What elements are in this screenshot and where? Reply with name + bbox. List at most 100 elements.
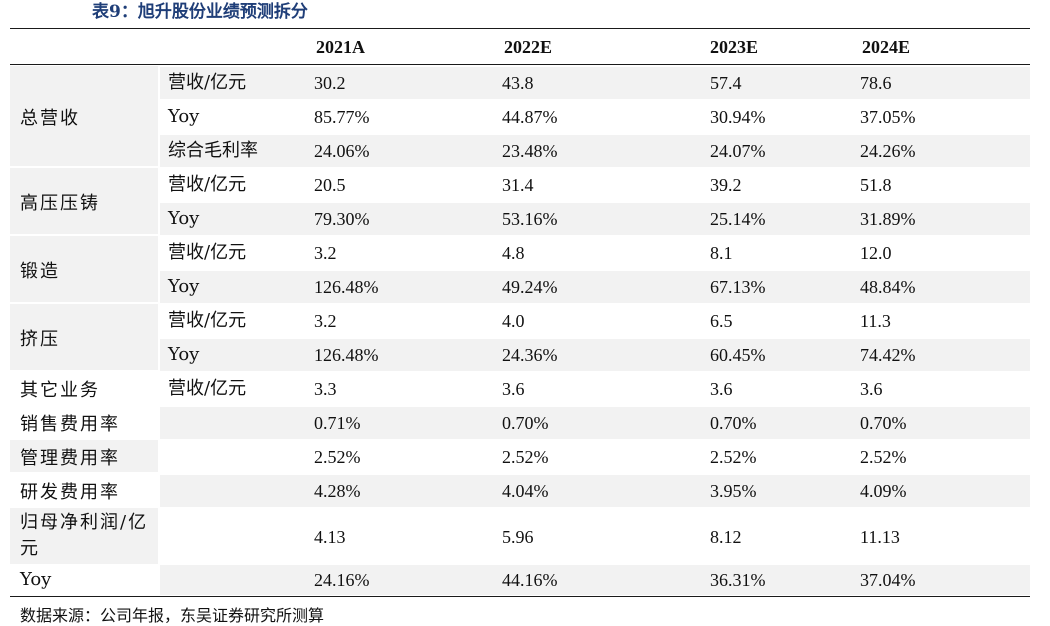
value-2022e: 43.8 <box>502 73 534 93</box>
metric-label: 营收/亿元 <box>168 310 247 331</box>
value-2021a: 2.52% <box>314 447 361 467</box>
value-2021a: 30.2 <box>314 73 346 93</box>
value-2024e: 51.8 <box>860 175 892 195</box>
column-header-2024e: 2024E <box>862 37 911 57</box>
header-rule <box>10 64 1030 65</box>
value-2022e: 4.04% <box>502 481 549 501</box>
value-2023e: 24.07% <box>710 141 766 161</box>
table-row: Yoy 79.30% 53.16% 25.14% 31.89% <box>10 202 1030 236</box>
group-rd-expense-ratio: 研发费用率 <box>10 474 158 506</box>
value-2021a: 24.16% <box>314 570 370 590</box>
value-2022e: 2.52% <box>502 447 549 467</box>
value-2021a: 126.48% <box>314 277 379 297</box>
value-2023e: 25.14% <box>710 209 766 229</box>
column-header-2022e: 2022E <box>504 37 553 57</box>
group-net-profit: 归母净利润/亿元 <box>10 508 158 564</box>
group-label: 销售费用率 <box>20 414 120 435</box>
table-row: 4.28% 4.04% 3.95% 4.09% <box>10 474 1030 508</box>
value-2023e: 67.13% <box>710 277 766 297</box>
table-row: 营收/亿元 3.2 4.8 8.1 12.0 <box>10 236 1030 270</box>
value-2022e: 23.48% <box>502 141 558 161</box>
table-row: 24.16% 44.16% 36.31% 37.04% <box>10 564 1030 596</box>
value-2024e: 2.52% <box>860 447 907 467</box>
value-2021a: 24.06% <box>314 141 370 161</box>
value-2023e: 30.94% <box>710 107 766 127</box>
table-row: Yoy 126.48% 49.24% 67.13% 48.84% <box>10 270 1030 304</box>
column-header-2021a: 2021A <box>316 37 365 57</box>
value-2024e: 24.26% <box>860 141 916 161</box>
table-title: 表9：旭升股份业绩预测拆分 <box>92 2 308 22</box>
group-other-business: 其它业务 <box>10 372 158 404</box>
group-net-profit-yoy: Yoy <box>10 566 158 596</box>
value-2021a: 20.5 <box>314 175 346 195</box>
value-2022e: 5.96 <box>502 527 534 547</box>
group-label: Yoy <box>20 569 52 590</box>
group-label: 其它业务 <box>20 380 100 401</box>
value-2022e: 44.16% <box>502 570 558 590</box>
value-2023e: 36.31% <box>710 570 766 590</box>
column-header-2023e: 2023E <box>710 37 759 57</box>
value-2021a: 3.3 <box>314 379 337 399</box>
value-2023e: 0.70% <box>710 413 757 433</box>
table-row: 营收/亿元 3.3 3.6 3.6 3.6 <box>10 372 1030 406</box>
value-2024e: 31.89% <box>860 209 916 229</box>
value-2021a: 4.28% <box>314 481 361 501</box>
table-row: 4.13 5.96 8.12 11.13 <box>10 508 1030 566</box>
value-2021a: 85.77% <box>314 107 370 127</box>
value-2024e: 48.84% <box>860 277 916 297</box>
value-2022e: 3.6 <box>502 379 525 399</box>
table-row: 营收/亿元 30.2 43.8 57.4 78.6 <box>10 66 1030 100</box>
value-2024e: 37.05% <box>860 107 916 127</box>
value-2022e: 53.16% <box>502 209 558 229</box>
value-2022e: 4.0 <box>502 311 525 331</box>
group-selling-expense-ratio: 销售费用率 <box>10 406 158 438</box>
value-2023e: 39.2 <box>710 175 742 195</box>
metric-label: 营收/亿元 <box>168 174 247 195</box>
table-row: 综合毛利率 24.06% 23.48% 24.07% 24.26% <box>10 134 1030 168</box>
metric-label: Yoy <box>168 106 200 127</box>
metric-label: 综合毛利率 <box>168 140 258 161</box>
table-row: Yoy 85.77% 44.87% 30.94% 37.05% <box>10 100 1030 134</box>
value-2023e: 57.4 <box>710 73 742 93</box>
value-2023e: 60.45% <box>710 345 766 365</box>
metric-label: Yoy <box>168 208 200 229</box>
metric-label: Yoy <box>168 344 200 365</box>
group-total-revenue: 总营收 <box>10 66 158 166</box>
value-2024e: 78.6 <box>860 73 892 93</box>
source-note: 数据来源：公司年报，东吴证券研究所测算 <box>20 606 325 625</box>
table-row: 营收/亿元 3.2 4.0 6.5 11.3 <box>10 304 1030 338</box>
group-label: 研发费用率 <box>20 482 120 503</box>
value-2023e: 2.52% <box>710 447 757 467</box>
value-2022e: 31.4 <box>502 175 534 195</box>
value-2023e: 8.12 <box>710 527 742 547</box>
value-2024e: 3.6 <box>860 379 883 399</box>
metric-label: 营收/亿元 <box>168 242 247 263</box>
table-row: 营收/亿元 20.5 31.4 39.2 51.8 <box>10 168 1030 202</box>
value-2022e: 44.87% <box>502 107 558 127</box>
metric-label: Yoy <box>168 276 200 297</box>
value-2021a: 4.13 <box>314 527 346 547</box>
group-label: 总营收 <box>20 108 80 129</box>
value-2024e: 12.0 <box>860 243 892 263</box>
value-2024e: 11.13 <box>860 527 900 547</box>
value-2023e: 3.6 <box>710 379 733 399</box>
value-2021a: 3.2 <box>314 311 337 331</box>
bottom-rule <box>10 596 1030 597</box>
value-2021a: 3.2 <box>314 243 337 263</box>
value-2022e: 49.24% <box>502 277 558 297</box>
value-2022e: 24.36% <box>502 345 558 365</box>
value-2023e: 8.1 <box>710 243 733 263</box>
value-2023e: 6.5 <box>710 311 733 331</box>
group-high-pressure-casting: 高压压铸 <box>10 168 158 234</box>
value-2021a: 126.48% <box>314 345 379 365</box>
metric-label: 营收/亿元 <box>168 378 247 399</box>
value-2022e: 0.70% <box>502 413 549 433</box>
table-row: 0.71% 0.70% 0.70% 0.70% <box>10 406 1030 440</box>
value-2023e: 3.95% <box>710 481 757 501</box>
top-rule <box>10 28 1030 29</box>
value-2022e: 4.8 <box>502 243 525 263</box>
value-2024e: 4.09% <box>860 481 907 501</box>
group-label: 归母净利润/亿元 <box>20 512 149 559</box>
group-label: 锻造 <box>20 261 60 282</box>
value-2021a: 0.71% <box>314 413 361 433</box>
